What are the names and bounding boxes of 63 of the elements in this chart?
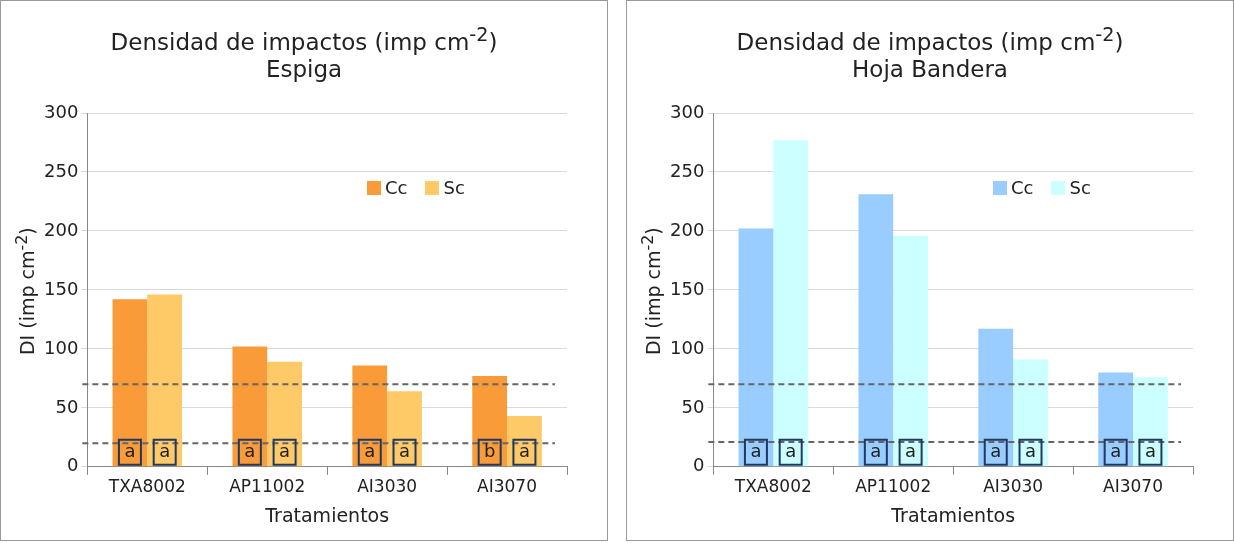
y-tick-label: 300	[670, 100, 705, 122]
bar	[1098, 372, 1134, 467]
annotation: a	[244, 440, 256, 462]
bar	[773, 140, 809, 467]
y-tick-label: 0	[692, 454, 705, 476]
y-tick-label: 50	[681, 395, 705, 417]
bar	[1013, 359, 1048, 467]
y-tick-label: 50	[55, 395, 79, 417]
annotation: a	[518, 440, 530, 462]
annotation: a	[785, 440, 797, 462]
y-tick-label: 0	[66, 454, 79, 476]
x-tick-label: AI3030	[983, 476, 1044, 497]
bar	[472, 375, 508, 467]
annotation: a	[1025, 440, 1037, 462]
chart-subtitle: Espiga	[264, 55, 344, 84]
bar	[112, 299, 148, 467]
annotation: a	[399, 440, 411, 462]
bar	[232, 346, 268, 467]
annotation: a	[1144, 440, 1156, 462]
bar	[352, 365, 388, 467]
y-tick-label: 100	[44, 336, 79, 358]
annotation: a	[905, 440, 917, 462]
annotation: a	[990, 440, 1002, 462]
bar	[387, 391, 422, 467]
y-tick-label: 150	[44, 277, 79, 299]
bar	[267, 361, 302, 467]
chart-subtitle: Hoja Bandera	[851, 55, 1009, 84]
x-tick-label: TXA8002	[733, 476, 812, 497]
legend-label: Sc	[442, 177, 465, 198]
y-tick-label: 250	[44, 159, 79, 181]
x-tick-label: AI3070	[1103, 476, 1164, 497]
chart-title: Densidad de impactos (imp cm$^{-2}$)	[109, 22, 499, 57]
y-tick-label: 100	[670, 336, 705, 358]
annotation: a	[159, 440, 171, 462]
x-axis-title: Tratamientos	[890, 503, 1016, 526]
y-tick-label: 250	[670, 159, 705, 181]
annotation: b	[483, 440, 496, 462]
chart-title: Densidad de impactos (imp cm$^{-2}$)	[735, 22, 1125, 57]
y-tick-label: 200	[44, 218, 79, 240]
annotation: a	[279, 440, 291, 462]
bar	[978, 328, 1014, 467]
x-tick-label: AP11002	[229, 476, 306, 497]
bar	[738, 228, 774, 467]
x-tick-label: TXA8002	[107, 476, 186, 497]
bar	[858, 194, 894, 467]
bar	[1133, 377, 1168, 467]
x-tick-label: AP11002	[855, 476, 932, 497]
annotation: a	[1110, 440, 1122, 462]
annotation: a	[870, 440, 882, 462]
legend-label: Cc	[384, 177, 408, 198]
x-tick-label: AI3070	[477, 476, 538, 497]
annotation: a	[364, 440, 376, 462]
bar	[893, 235, 928, 467]
x-tick-label: AI3030	[357, 476, 418, 497]
legend-label: Cc	[1010, 177, 1034, 198]
y-tick-label: 300	[44, 100, 79, 122]
legend-label: Sc	[1068, 177, 1091, 198]
annotation: a	[750, 440, 762, 462]
y-tick-label: 150	[670, 277, 705, 299]
y-tick-label: 200	[670, 218, 705, 240]
annotation: a	[124, 440, 136, 462]
x-axis-title: Tratamientos	[264, 503, 390, 526]
bar	[147, 294, 183, 467]
